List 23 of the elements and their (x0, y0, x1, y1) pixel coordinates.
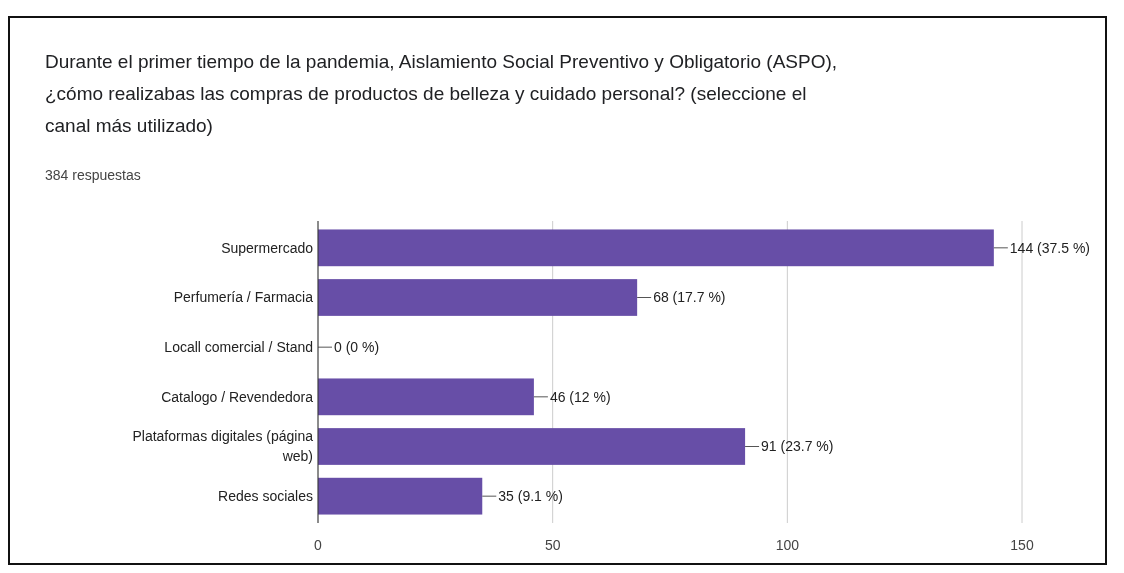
x-tick-label: 150 (1010, 537, 1034, 553)
y-tick-label: Catalogo / Revendedora (161, 388, 314, 405)
data-label: 46 (12 %) (549, 388, 611, 405)
text: 384 respuestas (45, 167, 141, 183)
x-tick-label: 100 (775, 537, 800, 553)
bar (318, 378, 534, 416)
data-label: 144 (37.5 %) (1009, 239, 1091, 256)
bar (318, 279, 638, 316)
data-label: 35 (9.1 %) (498, 488, 563, 505)
data-label: 68 (17.7 %) (653, 289, 726, 306)
x-tick-label: 50 (544, 537, 561, 553)
chart-title: Durante el primer tiempo de la pandemia, Aislamiento Social Preventivo y Obligatorio (ASPO), ¿cómo realizabas las compras de productos de belleza y cuidado personal? (seleccione el canal más utilizado) (45, 51, 838, 136)
bar (318, 428, 746, 465)
bar (318, 229, 994, 267)
data-label: 91 (23.7 %) (761, 438, 834, 455)
y-tick-label: Plataformas digitales (página web) (132, 428, 314, 465)
bar (318, 477, 483, 515)
x-tick-label: 0 (314, 537, 323, 553)
y-tick-label: Redes sociales (218, 488, 313, 505)
data-label: 0 (0 %) (334, 339, 380, 356)
y-tick-label: Locall comercial / Stand (164, 339, 313, 356)
y-tick-label: Supermercado (221, 239, 314, 256)
y-tick-label: Perfumería / Farmacia (173, 289, 314, 306)
